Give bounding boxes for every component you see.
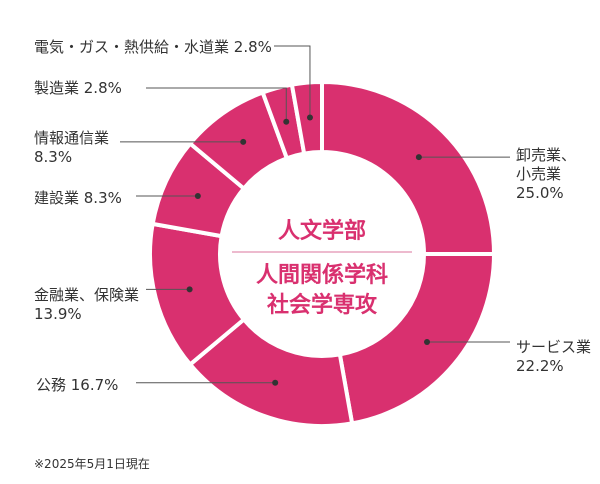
slice-1-label-line-1: 卸売業、 xyxy=(516,146,576,164)
slice-5-label-line-1: 建設業 8.3% xyxy=(34,189,122,207)
leader-dot-7 xyxy=(283,118,290,125)
slice-1-label-line-3: 25.0% xyxy=(516,184,564,202)
slice-4-label-line-2: 13.9% xyxy=(34,305,82,323)
slice-2-label-line-2: 22.2% xyxy=(516,357,564,375)
slice-6-label-line-1: 情報通信業 xyxy=(34,129,109,147)
slice-2-label-line-1: サービス業 xyxy=(516,338,591,356)
slice-1 xyxy=(320,79,497,256)
leader-line-7 xyxy=(146,87,287,122)
footnote: ※2025年5月1日現在 xyxy=(34,457,150,471)
leader-dot-8 xyxy=(306,114,313,121)
leader-dot-4 xyxy=(186,286,193,293)
slice-7-label-line-1: 製造業 2.8% xyxy=(34,79,122,97)
leader-dot-2 xyxy=(424,338,431,345)
leader-line-8 xyxy=(274,45,311,118)
center-subtitle-line-1: 人間関係学科 xyxy=(256,262,388,288)
leader-dot-6 xyxy=(240,138,247,145)
slice-8-label-line-1: 電気・ガス・熱供給・水道業 2.8% xyxy=(34,38,272,56)
leader-lines xyxy=(120,45,510,386)
slice-8 xyxy=(289,79,324,156)
leader-dot-5 xyxy=(194,193,201,200)
slice-2 xyxy=(337,252,497,426)
leader-dot-1 xyxy=(415,154,422,161)
center-subtitle-line-2: 社会学専攻 xyxy=(267,292,378,318)
slice-6-label-line-2: 8.3% xyxy=(34,148,72,166)
slice-1-label-line-2: 小売業 xyxy=(516,165,561,183)
leader-dot-3 xyxy=(272,379,279,386)
slice-4-label-line-1: 金融業、保険業 xyxy=(34,286,139,304)
slice-3-label-line-1: 公務 16.7% xyxy=(36,376,118,394)
center-title: 人文学部 xyxy=(278,218,366,244)
chart-slices xyxy=(148,79,497,428)
